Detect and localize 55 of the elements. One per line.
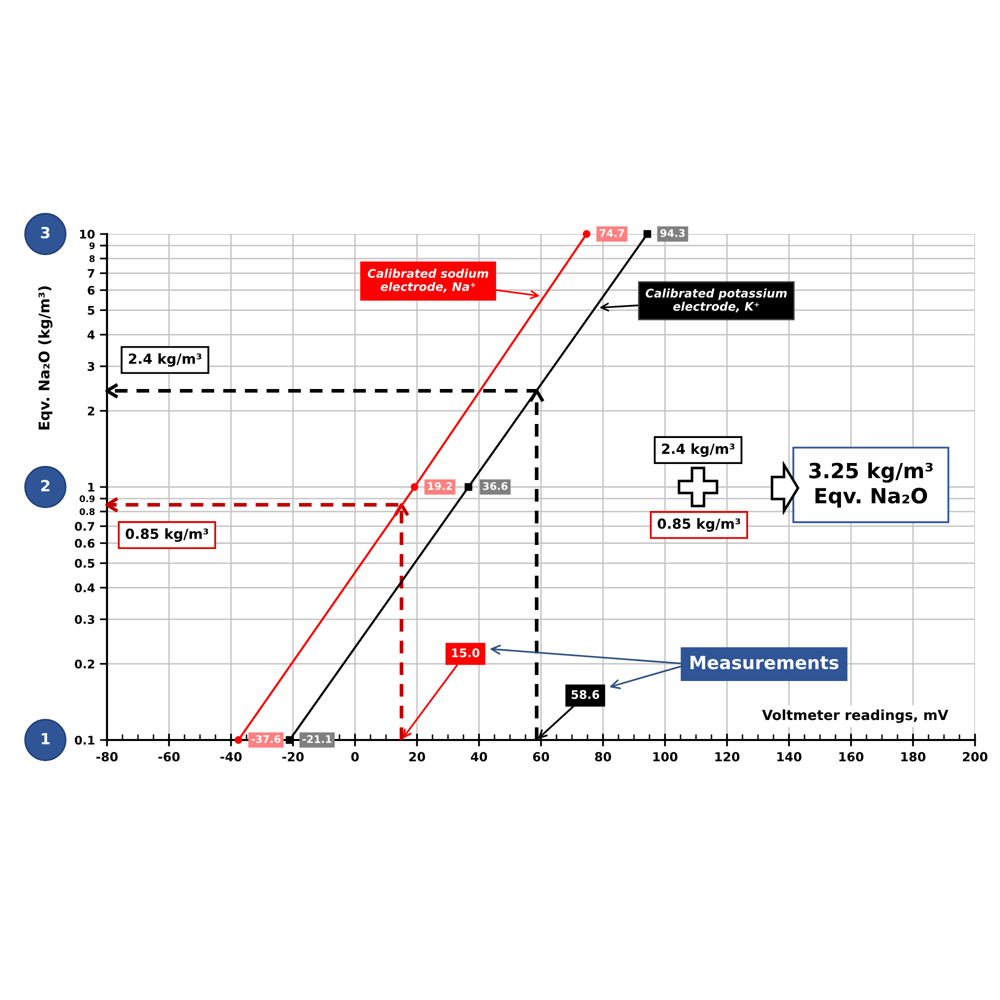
- x-tick-label: 60: [533, 752, 550, 762]
- annotation: -37.6: [252, 735, 280, 744]
- y-tick-label: 2: [88, 406, 94, 416]
- y-tick-label: 9: [89, 242, 95, 250]
- text: 2: [41, 480, 50, 492]
- y-tick-label: 0.5: [74, 558, 94, 568]
- x-tick-label: 140: [777, 752, 802, 762]
- y-tick-label: 0.8: [80, 508, 95, 516]
- y-tick-label: 6: [88, 286, 95, 295]
- y-tick-label: 8: [89, 255, 95, 262]
- y-tick-label: 0.1: [74, 736, 94, 745]
- x-tick-label: 160: [839, 752, 864, 762]
- text: 3: [41, 226, 50, 238]
- text: 1: [42, 733, 50, 744]
- x-axis-title: Voltmeter readings, mV: [762, 709, 948, 723]
- x-tick-label: 80: [595, 752, 612, 762]
- y-tick-label: 0.9: [80, 495, 95, 502]
- annotation: 0.85 kg/m³: [658, 518, 740, 532]
- y-tick-label: 4: [88, 330, 95, 340]
- y-tick-label: 0.6: [74, 538, 95, 548]
- y-tick-label: 0.3: [74, 615, 94, 624]
- annotation: 2.4 kg/m³: [128, 353, 202, 367]
- y-tick-label: 0.4: [74, 583, 95, 592]
- annotation: 19.2: [428, 482, 452, 490]
- y-tick-label: 1: [88, 482, 94, 492]
- x-tick-label: 100: [653, 752, 678, 762]
- annotation: 15.0: [452, 648, 480, 658]
- x-tick-label: 180: [901, 752, 926, 762]
- text: Calibrated sodium electrode, Na⁺: [368, 268, 488, 293]
- annotation: 2.4 kg/m³: [662, 443, 734, 457]
- y-axis-title: Eqv. Na₂O (kg/m³): [38, 286, 52, 430]
- x-tick-label: 40: [470, 752, 488, 762]
- legend-label: Calibrated potassium electrode, K⁺: [646, 288, 787, 312]
- x-tick-label: 20: [409, 752, 426, 762]
- x-tick-label: -60: [158, 752, 180, 762]
- y-tick-label: 3: [88, 362, 94, 371]
- annotation: 94.3: [660, 229, 685, 238]
- x-tick-label: 200: [962, 752, 988, 762]
- y-tick-label: 7: [88, 269, 94, 278]
- annotation: 74.7: [600, 229, 624, 237]
- y-tick-label: 5: [88, 306, 94, 315]
- x-tick-label: 0: [351, 752, 359, 762]
- annotation: 0.85 kg/m³: [126, 528, 208, 542]
- annotation: -21.1: [302, 735, 332, 743]
- annotation: 36.6: [483, 482, 508, 490]
- y-tick-label: 0.7: [74, 522, 94, 531]
- x-tick-label: -40: [220, 752, 242, 762]
- y-tick-label: 0.2: [74, 660, 94, 668]
- annotation: 3.25 kg/m³ Eqv. Na₂O: [809, 462, 933, 508]
- x-tick-label: -20: [282, 752, 304, 762]
- x-tick-label: -80: [96, 752, 118, 762]
- annotation: Measurements: [690, 656, 838, 670]
- y-tick-label: 10: [80, 230, 95, 239]
- x-tick-label: 120: [715, 752, 740, 762]
- annotation: 58.6: [572, 690, 600, 699]
